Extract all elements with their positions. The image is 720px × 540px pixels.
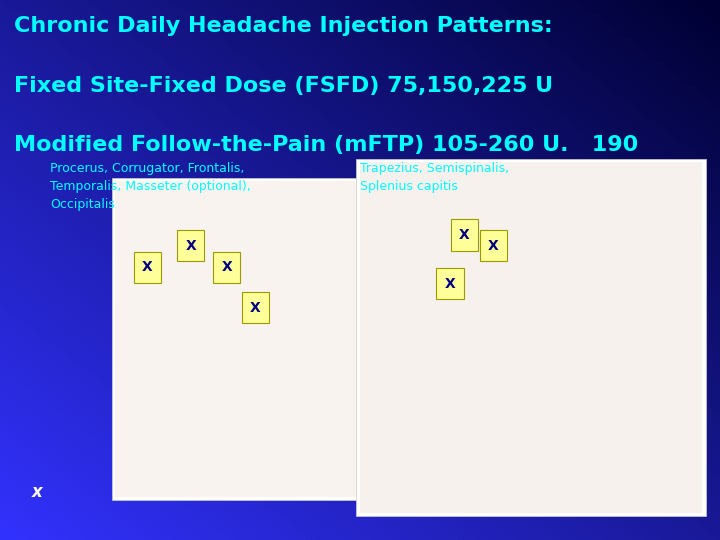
Text: Trapezius, Semispinalis,
Splenius capitis: Trapezius, Semispinalis, Splenius capiti… [360,162,509,193]
Bar [134,252,161,283]
Text: X: X [143,260,153,274]
Bar [480,230,507,261]
Text: X: X [459,228,469,242]
Text: X: X [445,276,455,291]
Bar [451,219,478,251]
Text: X: X [251,301,261,315]
Text: X: X [222,260,232,274]
Bar [436,268,464,299]
Bar [242,292,269,323]
Text: x: x [32,483,42,502]
Bar [177,230,204,261]
Text: Chronic Daily Headache Injection Patterns:: Chronic Daily Headache Injection Pattern… [14,16,553,36]
Text: Fixed Site-Fixed Dose (FSFD) 75,150,225 U: Fixed Site-Fixed Dose (FSFD) 75,150,225 … [14,76,554,96]
Text: Procerus, Corrugator, Frontalis,
Temporalis, Masseter (optional),
Occipitalis: Procerus, Corrugator, Frontalis, Tempora… [50,162,251,211]
Text: Modified Follow-the-Pain (mFTP) 105-260 U.   190: Modified Follow-the-Pain (mFTP) 105-260 … [14,135,639,155]
Text: X: X [186,239,196,253]
Bar [360,162,702,513]
Bar [115,181,378,497]
Text: X: X [488,239,498,253]
Bar [213,252,240,283]
Bar [112,178,382,500]
Bar [356,159,706,516]
